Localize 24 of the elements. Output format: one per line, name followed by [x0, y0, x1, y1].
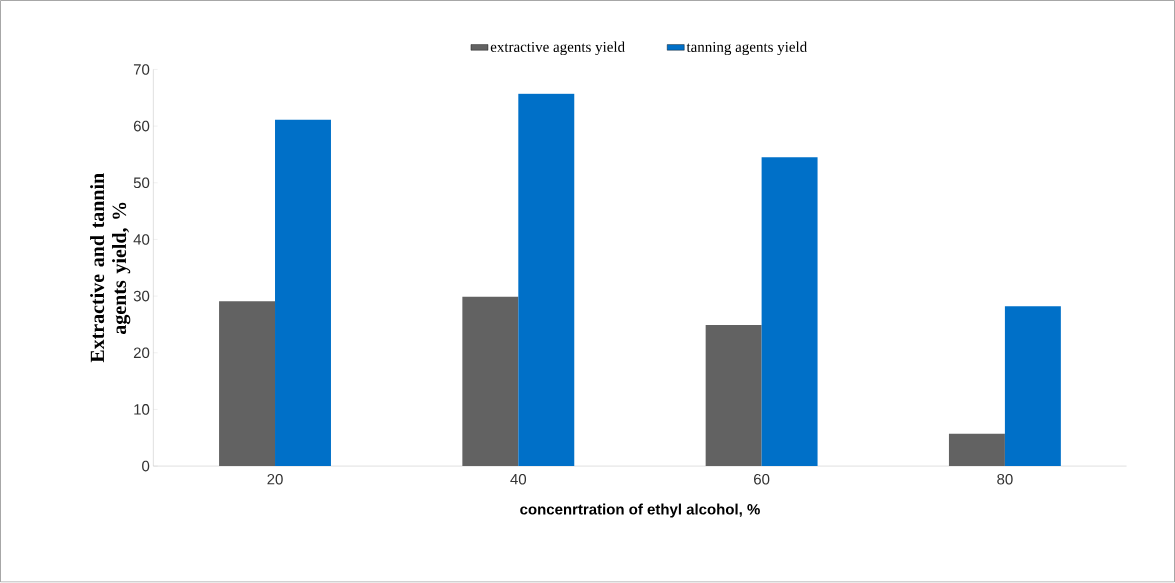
bar [1004, 306, 1061, 467]
x-tick-label: 40 [510, 474, 527, 485]
y-tick-label: 10 [134, 404, 150, 415]
y-tick-label: 30 [133, 291, 150, 302]
x-tick-label: 60 [754, 474, 770, 485]
legend-label: tanning agents yield [686, 41, 807, 56]
bar [948, 434, 1005, 467]
y-tick-label: 50 [133, 177, 150, 189]
x-axis-title: concenrtration of ethyl alcohol, % [520, 503, 760, 518]
x-tick-label: 20 [267, 474, 283, 485]
bar [219, 301, 276, 467]
x-tick-label: 80 [997, 474, 1013, 485]
bar [761, 157, 818, 467]
y-tick-label: 70 [133, 64, 150, 75]
bar [518, 94, 575, 467]
y-tick-label: 40 [133, 234, 150, 245]
y-tick-label: 60 [133, 121, 150, 132]
bar [275, 120, 331, 467]
y-axis-title: Extractive and tannin agents yield, % [90, 173, 131, 363]
bar [705, 325, 762, 467]
legend-label: extractive agents yield [490, 41, 625, 56]
y-tick-label: 20 [133, 347, 150, 359]
bar [462, 296, 519, 467]
y-tick-label: 0 [142, 461, 150, 472]
